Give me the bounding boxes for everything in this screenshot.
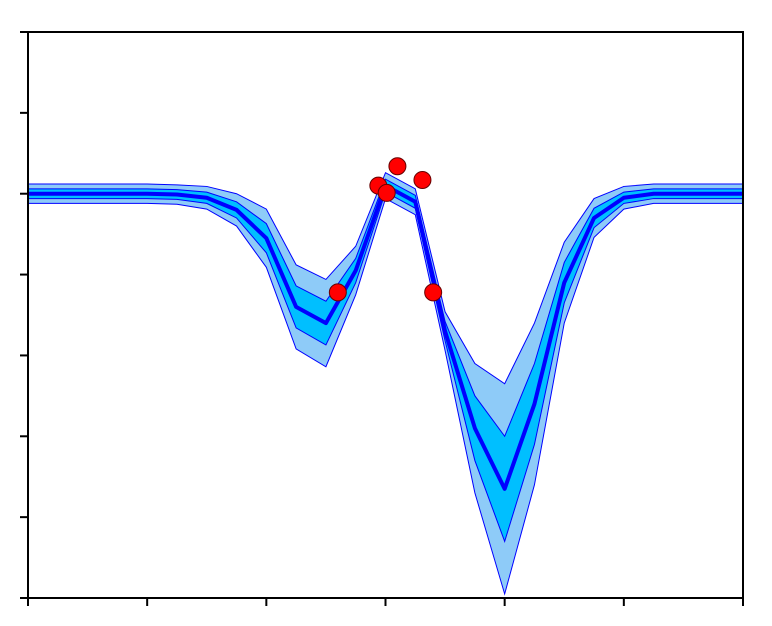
plot-frame (27, 31, 744, 599)
observation-point (328, 283, 347, 302)
mean-line (28, 183, 743, 491)
observation-point (377, 183, 396, 202)
confidence-band (27, 171, 744, 596)
observation-point (413, 170, 432, 189)
observation-point (424, 283, 443, 302)
confidence-band (27, 178, 744, 543)
observation-point (388, 157, 407, 176)
